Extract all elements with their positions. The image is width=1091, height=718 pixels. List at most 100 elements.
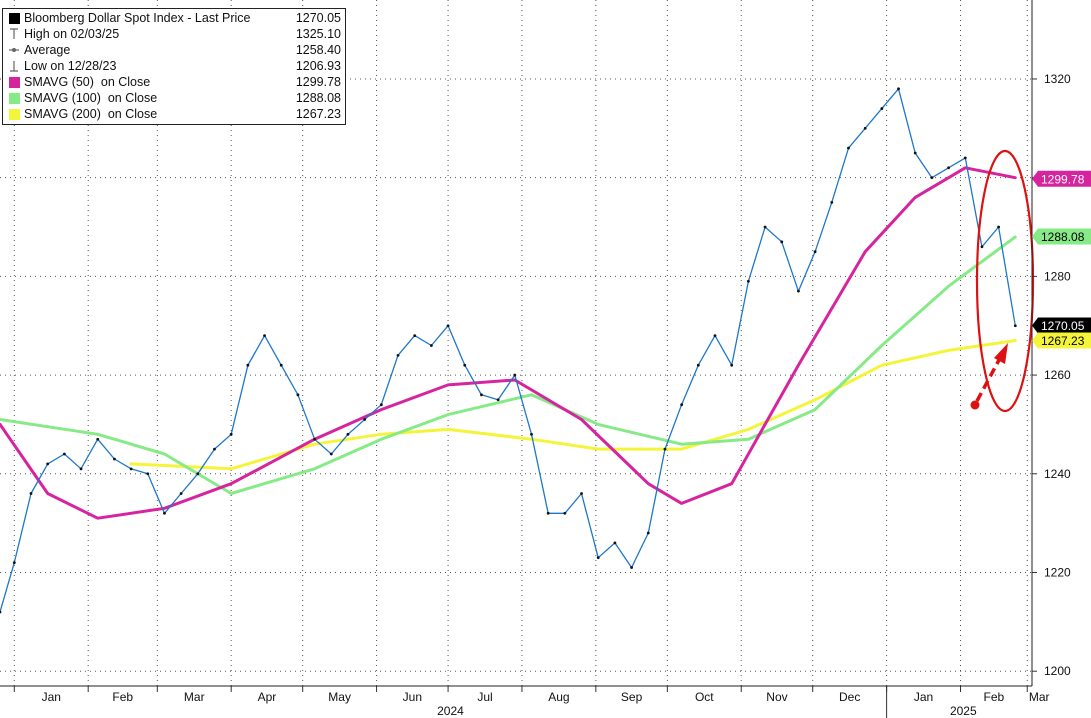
price-point (296, 393, 300, 397)
price-point (680, 403, 684, 407)
sma50-point (96, 517, 99, 520)
legend-value: 1267.23 (295, 107, 341, 121)
price-point (913, 151, 917, 155)
sma200-point (947, 349, 950, 352)
sma50-point (864, 250, 866, 253)
price-point (179, 492, 183, 495)
sma100-point (0, 418, 1, 421)
last-price-value-tag-bg (1032, 317, 1091, 334)
legend-swatch (7, 92, 21, 104)
x-tick-label: Dec (839, 690, 860, 704)
price-point (646, 531, 650, 535)
price-point (563, 511, 567, 515)
sma100-value-tag-bg (1032, 228, 1091, 245)
price-point (746, 279, 750, 283)
legend-label: Low on 12/28/23 (24, 59, 117, 73)
x-tick-label: Jan (914, 690, 933, 704)
price-point (113, 457, 116, 461)
sma200-point (597, 448, 600, 450)
low-marker-icon (7, 60, 21, 72)
price-point (513, 373, 517, 377)
price-point (613, 541, 617, 545)
y-tick-label: 1260 (1044, 368, 1071, 382)
price-point (62, 452, 66, 456)
average-marker-icon (7, 44, 21, 56)
y-tick-label: 1280 (1044, 269, 1071, 283)
sma200-point (814, 398, 816, 401)
sma200-value-tag: 1267.23 (1032, 332, 1091, 349)
price-point (279, 363, 283, 367)
high-marker-icon (7, 28, 21, 40)
legend-swatch-square (8, 76, 20, 88)
sma50-point (964, 166, 967, 169)
sma100-point (1014, 236, 1017, 238)
sma100-point (447, 413, 449, 416)
price-point (530, 432, 533, 436)
x-tick-label: Mar (1029, 690, 1050, 704)
sma100-point (881, 344, 883, 347)
sma200-point (380, 433, 383, 436)
price-point (763, 225, 767, 229)
price-point (163, 511, 166, 515)
legend-entry: Bloomberg Dollar Spot Index - Last Price… (7, 10, 341, 26)
price-point (880, 107, 884, 110)
sma100-point (313, 468, 316, 470)
sma50-point (1014, 176, 1017, 179)
arrow-shaft (975, 359, 1001, 402)
sma50-point (0, 423, 1, 426)
legend-value: 1270.05 (295, 11, 341, 25)
x-tick-label: Jan (42, 690, 61, 704)
price-point (997, 225, 1001, 229)
sma50-point (797, 364, 800, 367)
price-point (947, 166, 950, 170)
legend-swatch-square (8, 92, 20, 104)
x-tick-label: Feb (984, 690, 1005, 704)
sma50-point (380, 408, 383, 411)
sma50-point (914, 196, 917, 199)
legend-swatch-square (8, 108, 20, 120)
sma200-value-tag-text: 1267.23 (1041, 334, 1085, 348)
price-point (229, 432, 233, 436)
legend-value: 1325.10 (295, 27, 341, 41)
price-point (797, 289, 800, 293)
last-price-value-tag: 1270.05 (1032, 317, 1091, 334)
sma50-point (447, 384, 449, 386)
price-point (379, 403, 383, 407)
price-point (980, 245, 984, 249)
x-tick-label: Sep (621, 690, 643, 704)
sma100-line (0, 235, 1017, 495)
price-point (580, 492, 583, 495)
legend-value: 1206.93 (295, 59, 341, 73)
price-point (630, 566, 633, 569)
legend-value: 1299.78 (295, 75, 341, 89)
sma100-point (96, 433, 99, 436)
sma50-value-tag: 1299.78 (1032, 170, 1091, 187)
sma50-point (730, 482, 733, 485)
legend-swatch (7, 108, 21, 120)
y-tick-label: 1240 (1044, 467, 1071, 481)
legend-entry: SMAVG (50) on Close 1299.78 (7, 74, 341, 90)
price-point (413, 334, 417, 337)
price-point (596, 556, 600, 560)
price-point (96, 437, 100, 441)
y-tick-label: 1320 (1044, 72, 1071, 86)
sma100-point (530, 394, 533, 396)
sma50-point (647, 482, 650, 485)
legend-entry: Low on 12/28/23 1206.93 (7, 58, 341, 74)
legend-swatch (7, 12, 21, 24)
y-tick-label: 1220 (1044, 565, 1071, 579)
x-tick-label: Apr (258, 690, 277, 704)
price-point (12, 561, 16, 565)
sma50-line (0, 166, 1017, 520)
price-point (213, 447, 216, 451)
legend-label: SMAVG (50) on Close (24, 75, 151, 89)
sma200-point (747, 428, 750, 431)
sma200-point (881, 364, 883, 367)
x-tick-label: Oct (695, 690, 714, 704)
sma200-point (313, 443, 316, 445)
sma50-point (680, 502, 683, 505)
price-point (196, 472, 200, 476)
